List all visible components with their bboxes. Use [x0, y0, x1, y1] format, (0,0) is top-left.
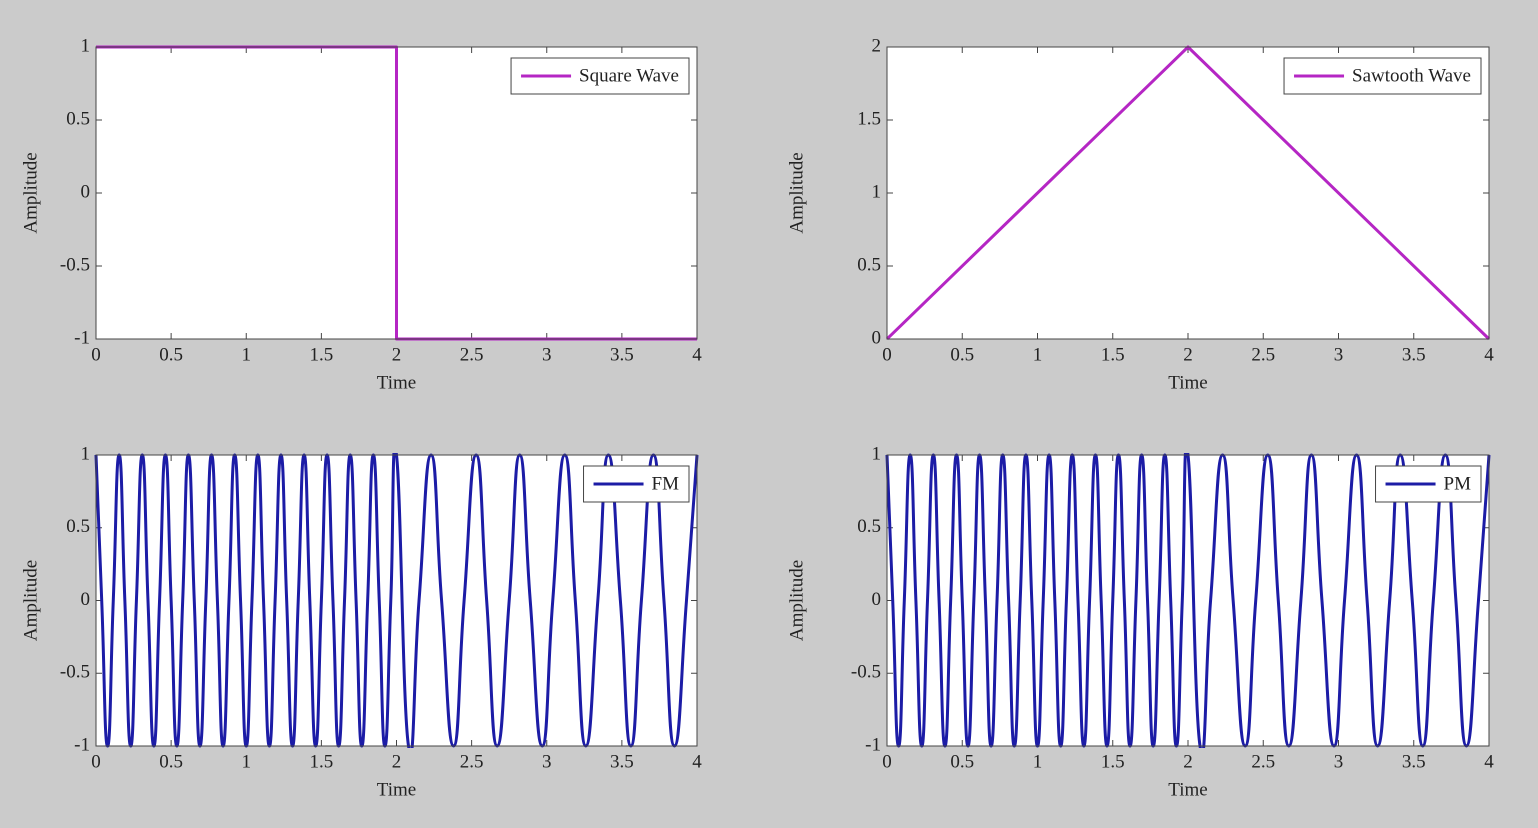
- y-tick-label: 1.5: [857, 108, 881, 129]
- y-tick-label: 0.5: [66, 108, 90, 129]
- x-tick-label: 0.5: [950, 751, 974, 772]
- x-tick-label: 2: [392, 344, 402, 365]
- x-tick-label: 2: [392, 751, 402, 772]
- y-axis-label: Amplitude: [20, 152, 41, 233]
- y-tick-label: -0.5: [60, 662, 90, 683]
- x-tick-label: 0.5: [159, 751, 183, 772]
- x-tick-label: 3.5: [610, 751, 634, 772]
- y-tick-label: 2: [872, 35, 882, 56]
- x-tick-label: 1.5: [1101, 751, 1125, 772]
- axes-box: [95, 454, 698, 747]
- x-tick-label: 0.5: [159, 344, 183, 365]
- x-tick-label: 0: [91, 344, 101, 365]
- data-line: [885, 453, 1491, 748]
- x-tick-label: 1.5: [310, 751, 334, 772]
- y-tick-label: 0: [872, 327, 882, 348]
- x-tick-label: 4: [692, 751, 702, 772]
- y-tick-label: 1: [872, 181, 882, 202]
- x-axis-label: Time: [1168, 372, 1207, 393]
- data-line: [94, 453, 699, 748]
- y-tick-label: -1: [74, 734, 90, 755]
- y-tick-label: -1: [74, 327, 90, 348]
- y-tick-label: 1: [872, 443, 882, 464]
- axes-box: [95, 46, 698, 340]
- x-tick-label: 2.5: [460, 344, 484, 365]
- x-tick-label: 3: [1334, 751, 1344, 772]
- x-tick-label: 1: [242, 751, 252, 772]
- legend: PM: [1375, 465, 1482, 503]
- y-tick-label: 1: [81, 443, 91, 464]
- y-tick-label: 0: [81, 589, 91, 610]
- legend-label: Sawtooth Wave: [1352, 65, 1471, 86]
- x-tick-label: 1: [1033, 751, 1043, 772]
- x-tick-label: 2: [1183, 344, 1193, 365]
- x-tick-label: 1.5: [1101, 344, 1125, 365]
- x-tick-label: 2.5: [1251, 751, 1275, 772]
- y-tick-label: 0: [872, 589, 882, 610]
- legend: Square Wave: [510, 57, 690, 95]
- legend-label: PM: [1444, 473, 1472, 494]
- x-axis-label: Time: [377, 372, 416, 393]
- x-tick-label: 3.5: [1402, 344, 1426, 365]
- y-tick-label: -0.5: [60, 254, 90, 275]
- legend-label: Square Wave: [579, 65, 679, 86]
- y-tick-label: 0.5: [66, 516, 90, 537]
- y-tick-label: -1: [865, 734, 881, 755]
- x-tick-label: 3: [542, 344, 552, 365]
- legend-label: FM: [652, 473, 680, 494]
- legend: FM: [583, 465, 690, 503]
- x-tick-label: 3.5: [1402, 751, 1426, 772]
- x-tick-label: 0: [91, 751, 101, 772]
- x-tick-label: 0.5: [950, 344, 974, 365]
- y-tick-label: 0: [81, 181, 91, 202]
- x-tick-label: 2.5: [1251, 344, 1275, 365]
- x-tick-label: 4: [692, 344, 702, 365]
- axes-box: [886, 454, 1490, 747]
- y-tick-label: 0.5: [857, 254, 881, 275]
- y-axis-label: Amplitude: [786, 560, 807, 641]
- x-tick-label: 1.5: [310, 344, 334, 365]
- x-tick-label: 2: [1183, 751, 1193, 772]
- x-tick-label: 3.5: [610, 344, 634, 365]
- y-tick-label: 1: [81, 35, 91, 56]
- x-tick-label: 3: [1334, 344, 1344, 365]
- x-tick-label: 4: [1484, 344, 1494, 365]
- x-tick-label: 3: [542, 751, 552, 772]
- x-tick-label: 4: [1484, 751, 1494, 772]
- x-tick-label: 0: [882, 751, 892, 772]
- legend: Sawtooth Wave: [1283, 57, 1482, 95]
- x-tick-label: 1: [1033, 344, 1043, 365]
- x-tick-label: 0: [882, 344, 892, 365]
- x-axis-label: Time: [1168, 779, 1207, 800]
- y-axis-label: Amplitude: [786, 152, 807, 233]
- y-tick-label: 0.5: [857, 516, 881, 537]
- axes-box: [886, 46, 1490, 340]
- x-tick-label: 2.5: [460, 751, 484, 772]
- y-axis-label: Amplitude: [20, 560, 41, 641]
- x-tick-label: 1: [242, 344, 252, 365]
- plot-area: [887, 47, 1489, 339]
- x-axis-label: Time: [377, 779, 416, 800]
- y-tick-label: -0.5: [851, 662, 881, 683]
